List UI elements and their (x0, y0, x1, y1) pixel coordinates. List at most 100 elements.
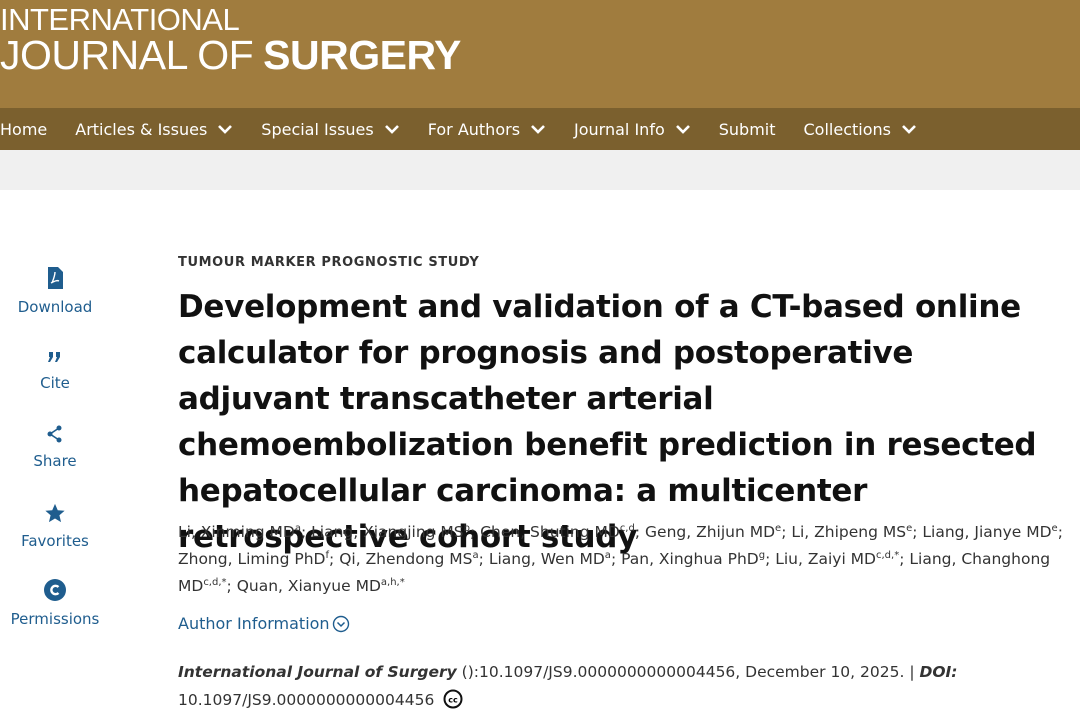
separator: ; (226, 577, 232, 595)
author-affiliation: a (604, 549, 611, 561)
nav-label[interactable]: Home (0, 119, 48, 139)
doi[interactable]: 10.1097/JS9.0000000000004456 (178, 691, 435, 709)
author[interactable]: Pan, Xinghua PhDg; (621, 550, 770, 568)
author[interactable]: Liang, Changhong MDc,d,*; (178, 550, 1050, 595)
author-info-label[interactable]: Author Information (178, 614, 330, 633)
author-affiliation: e (906, 522, 913, 534)
author[interactable]: Geng, Zhijun MDe; (645, 523, 786, 541)
nav-item[interactable]: Collections (804, 120, 917, 139)
logo-line[interactable]: INTERNATIONAL (0, 2, 240, 37)
doi-label: DOI: (919, 663, 958, 681)
author-list: Li, Xinming MDa; Liang, Xiangjing MSb; C… (178, 519, 1073, 600)
author-name[interactable]: Liang, Wen MD (488, 550, 605, 568)
author-name[interactable]: Liang, Xiangjing MS (311, 523, 464, 541)
author-name[interactable]: Quan, Xianyue MD (236, 577, 381, 595)
author-affiliation: a,h,* (380, 576, 405, 588)
sidebar-item[interactable]: Favorites (0, 502, 110, 550)
separator: ; (1057, 523, 1063, 541)
author[interactable]: Zhong, Liming PhDf; (178, 550, 334, 568)
nav-label[interactable]: Articles & Issues (75, 119, 208, 139)
permissions-icon (44, 579, 66, 601)
separator: ; (329, 550, 335, 568)
author[interactable]: Liang, Xiangjing MSb; (311, 523, 475, 541)
author-affiliation: c,d (619, 522, 635, 534)
author-affiliation: c,d,* (203, 576, 227, 588)
nav-label[interactable]: Submit (718, 119, 776, 139)
sidebar-label[interactable]: Permissions (10, 610, 100, 628)
chevron[interactable] (901, 123, 917, 135)
author-affiliation: a (472, 549, 479, 561)
chevron[interactable] (217, 123, 233, 135)
header: INTERNATIONAL JOURNAL OF SURGERY (0, 0, 1080, 108)
logo-bold[interactable]: SURGERY (263, 32, 461, 78)
author[interactable]: Liu, Zaiyi MDc,d,*; (775, 550, 904, 568)
author-affiliation: g (758, 549, 766, 561)
author-affiliation: e (775, 522, 782, 534)
separator: ; (634, 523, 641, 541)
author[interactable]: Chen, Shuting MDc,d; (480, 523, 640, 541)
chevron[interactable] (675, 123, 691, 135)
author-name[interactable]: Pan, Xinghua PhD (621, 550, 759, 568)
sidebar-label[interactable]: Download (17, 298, 93, 316)
pdf-icon (48, 267, 63, 289)
chevron[interactable] (384, 123, 400, 135)
nav-item[interactable]: Home (0, 120, 47, 139)
nav-label[interactable]: Journal Info (574, 119, 665, 139)
journal-name: International Journal of Surgery (178, 663, 457, 681)
nav-label[interactable]: For Authors (427, 119, 521, 139)
sidebar-label[interactable]: Favorites (21, 532, 89, 550)
expand-icon[interactable] (332, 615, 350, 633)
share-icon (47, 425, 62, 443)
logo-line[interactable]: JOURNAL OF SURGERY (0, 32, 461, 79)
author-name[interactable]: Liang, Changhong MD (178, 550, 1051, 595)
sidebar-label[interactable]: Share (33, 452, 77, 470)
separator: ; (478, 550, 484, 568)
author-affiliation: e (1051, 522, 1058, 534)
sidebar-item[interactable]: Cite (0, 348, 110, 392)
author-affiliation: a (294, 522, 301, 534)
sidebar-item[interactable]: Download (0, 266, 110, 316)
nav-label[interactable]: Special Issues (261, 119, 374, 139)
svg-text:cc: cc (449, 696, 459, 705)
nav-item[interactable]: For Authors (428, 120, 546, 139)
author-info-toggle[interactable]: Author Information (178, 614, 350, 633)
author[interactable]: Quan, Xianyue MDa,h,* (237, 577, 405, 595)
author-name[interactable]: Liu, Zaiyi MD (775, 550, 876, 568)
author[interactable]: Liang, Jianye MDe; (922, 523, 1063, 541)
nav-bar: Home Articles & Issues Special Issues For A… (0, 108, 1080, 150)
sidebar-item[interactable]: Share (0, 424, 110, 470)
separator: ; (610, 550, 617, 568)
gray-band (0, 150, 1080, 190)
author[interactable]: Qi, Zhendong MSa; (339, 550, 484, 568)
sidebar-item[interactable]: Permissions (0, 578, 110, 628)
author-name[interactable]: Chen, Shuting MD (480, 523, 620, 541)
author[interactable]: Li, Zhipeng MSe; (791, 523, 917, 541)
nav-item[interactable]: Journal Info (574, 120, 691, 139)
article-title: Development and validation of a CT-based… (178, 289, 1037, 555)
separator: ; (899, 550, 905, 568)
nav-item[interactable]: Articles & Issues (75, 120, 233, 139)
author-name[interactable]: Zhong, Liming PhD (178, 550, 326, 568)
sidebar-label[interactable]: Cite (40, 374, 70, 392)
chevron[interactable] (530, 123, 546, 135)
separator: ; (470, 523, 476, 541)
star-icon (45, 503, 65, 523)
author-name[interactable]: Geng, Zhijun MD (645, 523, 776, 541)
nav-label[interactable]: Collections (803, 119, 891, 139)
nav-item[interactable]: Special Issues (261, 120, 399, 139)
author-affiliation: b (463, 522, 470, 534)
author[interactable]: Liang, Wen MDa; (489, 550, 616, 568)
author[interactable]: Li, Xinming MDa; (178, 523, 306, 541)
quote-icon (48, 352, 60, 362)
author-affiliation: f (325, 549, 330, 561)
author-name[interactable]: Li, Zhipeng MS (791, 523, 907, 541)
nav-item[interactable]: Submit (719, 120, 776, 139)
logo-light[interactable]: JOURNAL OF (0, 32, 254, 78)
separator: ; (301, 523, 307, 541)
author-name[interactable]: Qi, Zhendong MS (339, 550, 473, 568)
citation: International Journal of Surgery ():10.1… (178, 658, 1058, 714)
author-name[interactable]: Li, Xinming MD (178, 523, 295, 541)
author-name[interactable]: Liang, Jianye MD (922, 523, 1052, 541)
